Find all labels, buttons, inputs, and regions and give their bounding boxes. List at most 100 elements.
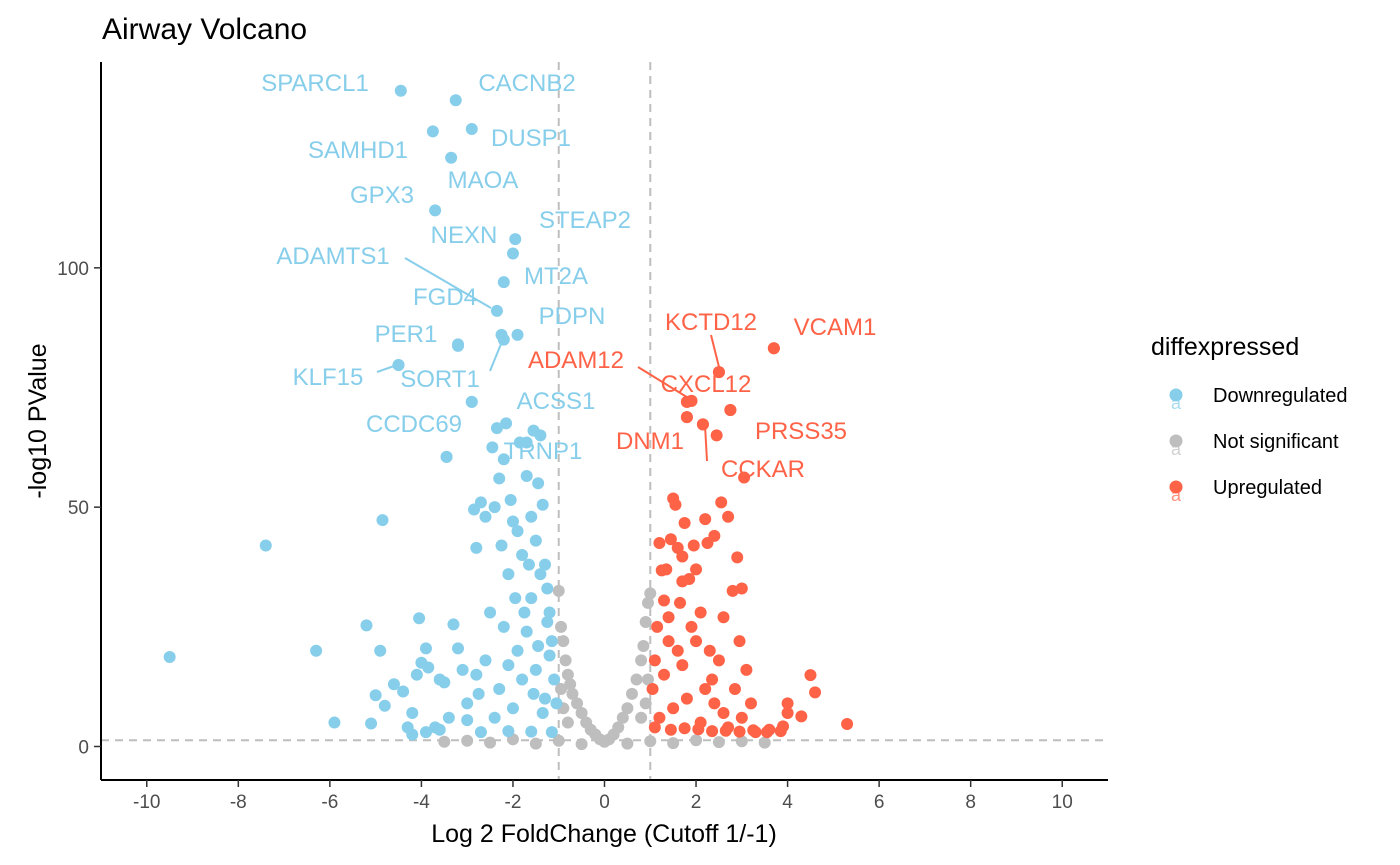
downregulated-point — [518, 606, 531, 619]
x-tick-label: 4 — [782, 792, 793, 813]
downregulated-point — [378, 699, 391, 712]
upregulated-point — [781, 706, 794, 719]
labeled-gene-point — [506, 247, 519, 260]
labeled-gene-point — [465, 395, 478, 408]
y-ticks: 0 50 100 — [57, 259, 101, 758]
downregulated-point — [479, 654, 492, 667]
legend-key-glyph: a — [1171, 439, 1182, 459]
downregulated-point — [506, 515, 519, 528]
not-significant-point — [637, 639, 650, 652]
gene-label: FGD4 — [413, 284, 477, 311]
not-significant-point — [641, 596, 654, 609]
downregulated-point — [520, 470, 533, 483]
y-axis-title: -log10 PValue — [24, 343, 52, 498]
upregulated-point — [690, 635, 703, 648]
gene-label-connector — [704, 424, 708, 462]
downregulated-point — [497, 620, 510, 633]
not-significant-point — [625, 687, 638, 700]
gene-label: VCAM1 — [794, 314, 877, 341]
downregulated-point — [374, 644, 387, 657]
upregulated-point — [719, 724, 732, 737]
upregulated-point — [676, 575, 689, 588]
upregulated-point — [740, 663, 753, 676]
upregulated-point — [685, 620, 698, 633]
legend-key-glyph: a — [1171, 393, 1182, 413]
downregulated-point — [538, 692, 551, 705]
gene-label: KCTD12 — [665, 309, 757, 336]
upregulated-point — [658, 668, 671, 681]
legend-key-glyph: a — [1171, 485, 1182, 505]
downregulated-point — [538, 558, 551, 571]
not-significant-point — [735, 735, 748, 748]
not-significant-point — [555, 620, 568, 633]
downregulated-point — [484, 606, 497, 619]
gene-label: DNM1 — [616, 428, 684, 455]
upregulated-point — [809, 686, 822, 699]
upregulated-point — [692, 723, 705, 736]
upregulated-point — [690, 563, 703, 576]
legend-title: diffexpressed — [1151, 333, 1299, 361]
upregulated-point — [774, 725, 787, 738]
not-significant-point — [575, 706, 588, 719]
x-tick-label: -6 — [321, 792, 338, 813]
x-axis-title: Log 2 FoldChange (Cutoff 1/-1) — [431, 820, 777, 848]
upregulated-point — [648, 721, 661, 734]
downregulated-point — [490, 422, 503, 435]
axes — [100, 62, 1108, 781]
gene-label-connector — [489, 338, 504, 372]
not-significant-point — [575, 738, 588, 751]
not-significant-point — [635, 711, 648, 724]
downregulated-point — [360, 619, 373, 632]
downregulated-point — [500, 417, 513, 430]
x-tick-label: 8 — [965, 792, 976, 813]
downregulated-point — [310, 644, 323, 657]
gene-label: CCKAR — [721, 456, 805, 483]
downregulated-point — [536, 498, 549, 511]
upregulated-point — [662, 635, 675, 648]
downregulated-point — [502, 725, 515, 738]
downregulated-point — [419, 726, 432, 739]
legend-key-point — [1169, 480, 1183, 494]
gene-label: CXCL12 — [661, 371, 752, 398]
upregulated-point — [722, 510, 735, 523]
upregulated-point — [671, 541, 684, 554]
downregulated-point — [506, 702, 519, 715]
downregulated-point — [163, 650, 176, 663]
labeled-gene-point — [452, 338, 465, 351]
downregulated-point — [406, 706, 419, 719]
labeled-gene-point — [429, 204, 442, 217]
upregulated-point — [648, 654, 661, 667]
downregulated-point — [527, 687, 540, 700]
upregulated-point — [701, 537, 714, 550]
downregulated-point — [447, 618, 460, 631]
not-significant-point — [667, 737, 680, 750]
upregulated-point — [653, 711, 666, 724]
y-tick-label: 0 — [78, 737, 89, 758]
downregulated-point — [497, 453, 510, 466]
reference-lines — [101, 62, 1108, 780]
legend: diffexpressed a Downregulated a Not signifi… — [1151, 333, 1348, 505]
downregulated-point — [438, 676, 451, 689]
upregulated-point — [706, 725, 719, 738]
downregulated-point — [545, 635, 558, 648]
downregulated-point — [504, 493, 517, 506]
upregulated-point — [678, 516, 691, 529]
not-significant-point — [621, 737, 634, 750]
upregulated-point — [717, 611, 730, 624]
labeled-gene-point — [465, 123, 478, 136]
gene-label: TRNP1 — [504, 438, 583, 465]
upregulated-point — [744, 697, 757, 710]
upregulated-point — [678, 722, 691, 735]
downregulated-point — [520, 625, 533, 638]
legend-key-point — [1169, 388, 1183, 402]
downregulated-point — [442, 711, 455, 724]
x-tick-label: 10 — [1052, 792, 1073, 813]
labeled-gene-point — [445, 151, 458, 164]
gene-label-connector — [404, 257, 492, 309]
downregulated-point — [456, 663, 469, 676]
upregulated-point — [735, 582, 748, 595]
downregulated-point — [433, 723, 446, 736]
upregulated-point — [717, 706, 730, 719]
data-points — [163, 84, 854, 751]
gene-labels: SPARCL1 CACNB2 DUSP1 SAMHD1 MAOA GPX3 STEAP2 NE… — [261, 70, 876, 483]
